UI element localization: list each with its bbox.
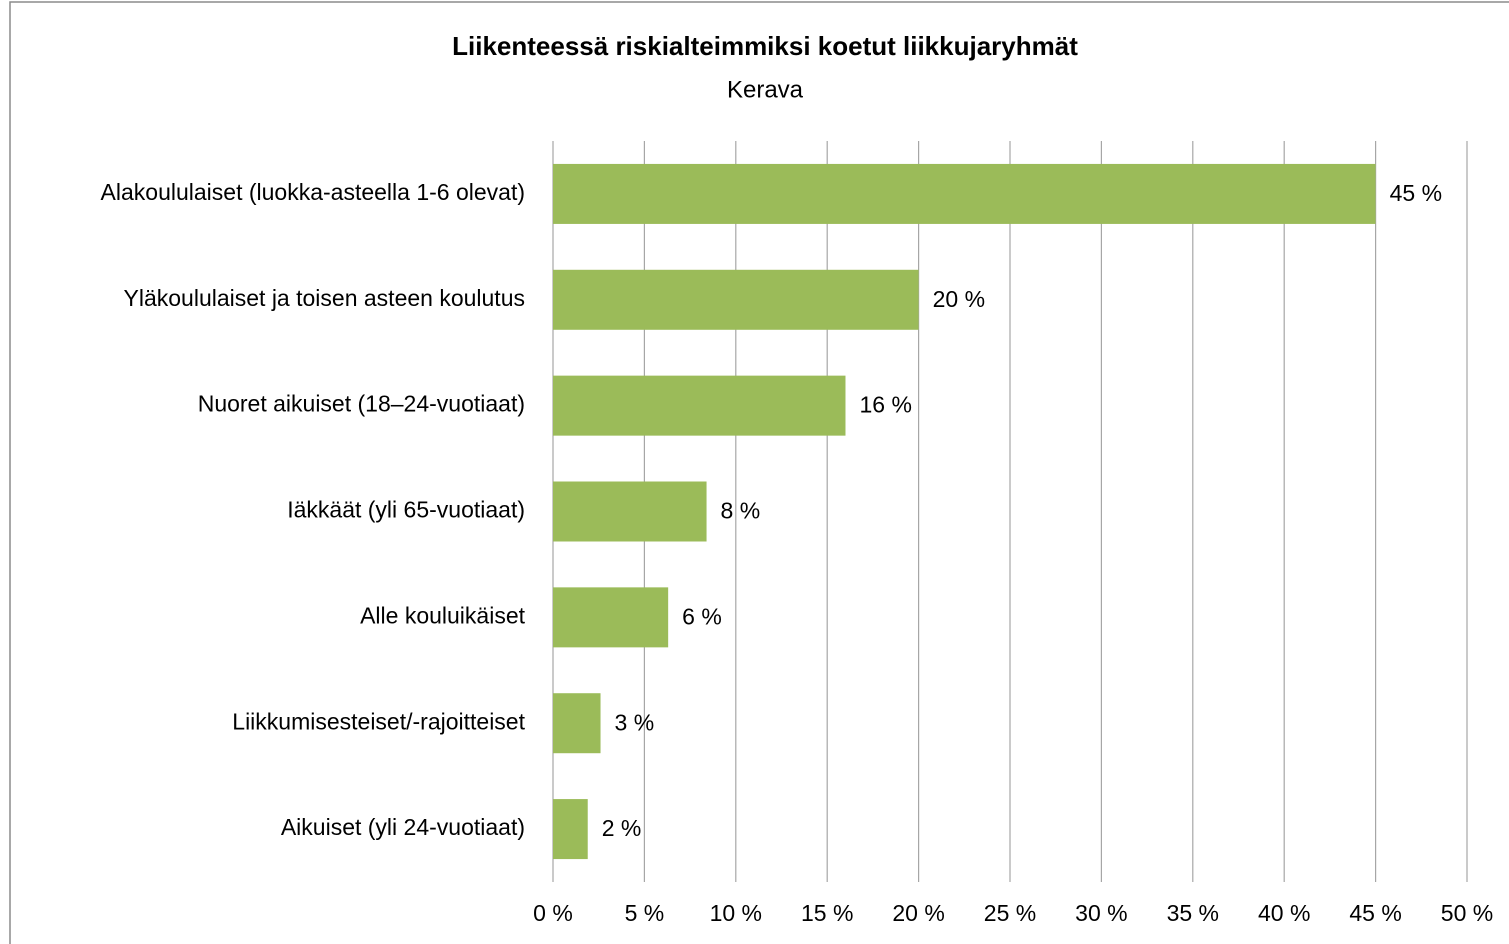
- x-tick-label: 30 %: [1075, 900, 1127, 926]
- bar: [553, 163, 1376, 224]
- value-label: 6 %: [682, 603, 722, 629]
- bar: [553, 269, 919, 330]
- x-tick-label: 20 %: [892, 900, 944, 926]
- y-tick-label: Liikkumisesteiset/-rajoitteiset: [232, 708, 525, 734]
- y-tick-label: Nuoret aikuiset (18–24-vuotiaat): [198, 391, 525, 417]
- chart-border: [9, 1, 1509, 944]
- bar: [553, 799, 588, 860]
- bar: [553, 693, 601, 754]
- value-label: 45 %: [1390, 180, 1442, 206]
- x-tick-label: 40 %: [1258, 900, 1310, 926]
- chart-title: Liikenteessä riskialteimmiksi koetut lii…: [452, 31, 1078, 61]
- value-label: 2 %: [602, 815, 642, 841]
- y-tick-label: Alle kouluikäiset: [360, 602, 526, 628]
- x-tick-label: 35 %: [1167, 900, 1219, 926]
- x-tick-label: 45 %: [1349, 900, 1401, 926]
- x-tick-label: 5 %: [625, 900, 665, 926]
- value-label: 20 %: [933, 286, 985, 312]
- x-tick-label: 50 %: [1441, 900, 1493, 926]
- value-label: 3 %: [615, 709, 655, 735]
- y-tick-label: Iäkkäät (yli 65-vuotiaat): [287, 497, 525, 523]
- chart-subtitle: Kerava: [727, 76, 804, 103]
- x-tick-label: 0 %: [533, 900, 573, 926]
- bar: [553, 587, 669, 648]
- y-tick-label: Aikuiset (yli 24-vuotiaat): [281, 814, 525, 840]
- y-tick-label: Yläkoululaiset ja toisen asteen koulutus: [124, 285, 525, 311]
- x-tick-label: 10 %: [710, 900, 762, 926]
- bar: [553, 375, 846, 436]
- y-tick-label: Alakoululaiset (luokka-asteella 1-6 olev…: [101, 179, 525, 205]
- x-tick-label: 25 %: [984, 900, 1036, 926]
- bar: [553, 481, 707, 542]
- value-label: 16 %: [859, 392, 911, 418]
- x-tick-label: 15 %: [801, 900, 853, 926]
- value-label: 8 %: [721, 498, 761, 524]
